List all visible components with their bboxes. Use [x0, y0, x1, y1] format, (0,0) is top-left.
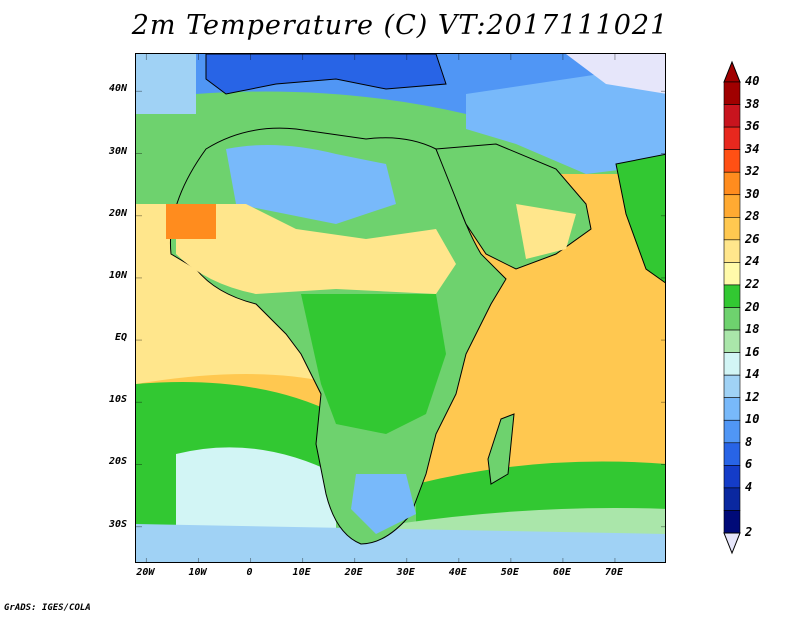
colorbar-level-label: 22	[745, 276, 760, 291]
colorbar-swatch	[723, 307, 741, 331]
colorbar-level-label: 12	[745, 389, 760, 404]
temperature-field-map	[136, 54, 665, 562]
colorbar-level-label: 40	[745, 74, 760, 88]
map-title: 2m Temperature (C) VT:2017111021	[131, 10, 669, 41]
colorbar-level-label: 26	[745, 231, 760, 246]
colorbar-level-label: 6	[745, 457, 753, 472]
colorbar-over-triangle	[723, 60, 741, 83]
colorbar-swatch	[723, 419, 741, 444]
lat-tick-label: 10S	[108, 394, 127, 406]
colorbar-swatch	[723, 465, 741, 489]
colorbar-under-triangle	[723, 532, 741, 555]
colorbar-level-label: 38	[745, 96, 760, 111]
graticule	[136, 54, 665, 562]
colorbar-swatch	[723, 510, 741, 534]
lat-tick-label: 30S	[108, 518, 127, 530]
lon-tick-label: 10W	[188, 567, 207, 578]
lon-tick-label: 60E	[552, 567, 571, 578]
mediterranean-light	[136, 54, 196, 114]
colorbar-level-label: 34	[745, 141, 760, 156]
colorbar-level-label: 4	[745, 479, 753, 494]
colorbar-swatch	[723, 81, 741, 105]
sahara-cold-region	[226, 145, 396, 224]
colorbar-level-label: 32	[745, 164, 760, 179]
lat-tick-label: 10N	[108, 269, 127, 281]
colorbar-swatch	[723, 487, 741, 511]
colorbar-level-label: 16	[745, 344, 760, 359]
colorbar-level-label: 24	[745, 254, 760, 269]
colorbar-swatch	[723, 352, 741, 376]
lat-tick-label: 40N	[108, 83, 127, 95]
colorbar-swatch	[723, 104, 741, 128]
central-africa-green	[301, 294, 446, 434]
colorbar-swatch	[723, 126, 741, 150]
india-land	[615, 153, 665, 284]
colorbar-swatch	[723, 329, 741, 353]
colorbar-level-label: 36	[745, 119, 760, 134]
lon-tick-label: 20E	[344, 567, 363, 578]
colorbar-swatch	[723, 262, 741, 286]
colorbar-swatch	[723, 442, 741, 466]
europe-land	[205, 54, 447, 95]
lon-tick-label: 10E	[292, 567, 311, 578]
lon-tick-label: 40E	[448, 567, 467, 578]
colorbar-level-label: 8	[745, 434, 753, 449]
colorbar-swatch	[723, 194, 741, 218]
colorbar-level-label: 20	[745, 299, 760, 314]
colorbar-swatch	[723, 397, 741, 421]
lon-tick-label: 0	[246, 567, 253, 578]
lon-tick-label: 30E	[396, 567, 415, 578]
colorbar-level-label: 14	[745, 367, 760, 382]
madagascar-land	[487, 413, 515, 485]
colorbar-level-label: 2	[745, 525, 753, 539]
lon-tick-label: 70E	[604, 567, 623, 578]
footer-credit: GrADS: IGES/COLA	[4, 603, 91, 613]
colorbar-swatch	[723, 217, 741, 241]
lon-tick-label: 20W	[136, 567, 155, 578]
lat-tick-label: 30N	[108, 145, 127, 157]
map-panel	[135, 53, 666, 563]
colorbar-swatch	[723, 284, 741, 308]
sahel-warm-band	[176, 204, 456, 294]
bottom-cool-band	[136, 524, 665, 562]
lat-tick-label: 20S	[108, 456, 127, 468]
colorbar-level-label: 28	[745, 209, 760, 224]
lat-tick-label: 20N	[108, 207, 127, 219]
colorbar-swatch	[723, 171, 741, 196]
colorbar-level-label: 30	[745, 186, 760, 201]
southern-africa-cold	[351, 474, 416, 534]
colorbar-level-label: 10	[745, 412, 760, 427]
lat-tick-label: EQ	[114, 332, 127, 344]
colorbar-swatch	[723, 239, 741, 263]
far-north-under	[566, 54, 665, 94]
colorbar-swatch	[723, 374, 741, 398]
lon-tick-label: 50E	[500, 567, 519, 578]
arabia-desert-warm	[516, 204, 576, 259]
west-africa-hot	[166, 204, 216, 239]
colorbar-level-label: 18	[745, 322, 760, 337]
colorbar-swatch	[723, 149, 741, 173]
middle-east-cold	[466, 64, 665, 174]
